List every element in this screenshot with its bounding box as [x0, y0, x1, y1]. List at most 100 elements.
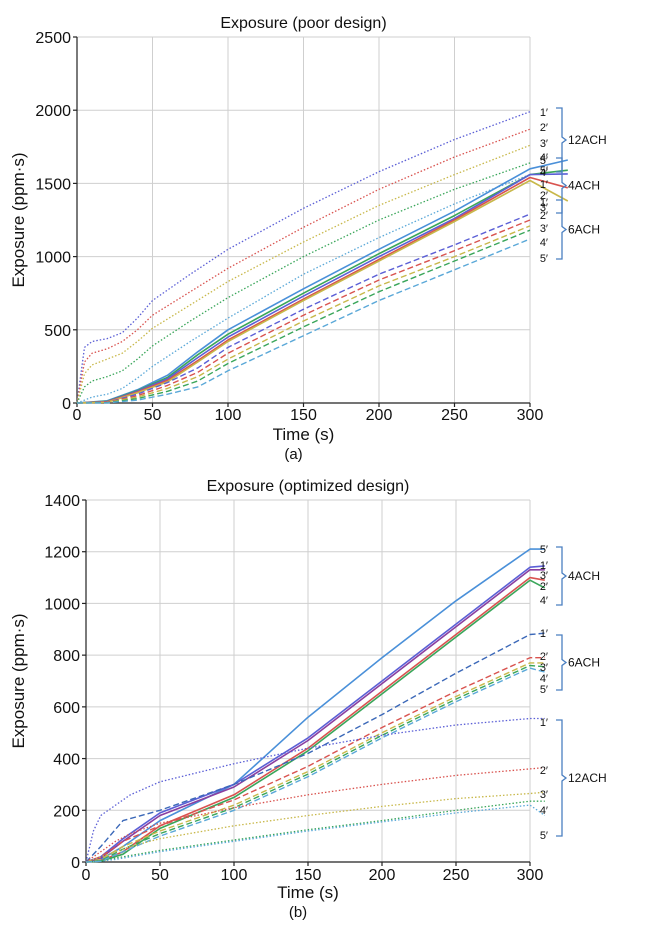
series-end-label: 5′: [540, 155, 548, 167]
series-end-label: 1′: [540, 197, 548, 209]
y-tick-label: 800: [53, 648, 80, 665]
series-line: [76, 179, 569, 404]
group-brace: [556, 199, 568, 260]
series-lines: [85, 548, 546, 863]
series-end-label: 3′: [540, 223, 548, 235]
x-axis-label: Time (s): [273, 425, 335, 444]
series-end-label: 2′: [540, 765, 548, 777]
series-end-label: 5′: [540, 830, 548, 842]
series-end-label: 1′: [540, 560, 548, 572]
group-brace: [556, 634, 568, 691]
y-axis-label: Exposure (ppm·s): [9, 613, 28, 748]
grid: [85, 499, 531, 863]
chart-panel-a: 0 50 100 150 200 250 300 0 500 1000 1500 2000 2500 Ex…: [9, 15, 607, 463]
group-braces: 12ACH 4ACH 6ACH: [556, 107, 607, 260]
series-lines: [76, 111, 569, 404]
series-end-label: 4′: [540, 595, 548, 607]
series-line: [76, 162, 531, 404]
series-line: [76, 229, 531, 404]
group-label: 6ACH: [568, 223, 600, 237]
series-end-label: 2′: [540, 210, 548, 222]
series-end-label: 5′: [540, 253, 548, 265]
series-line: [85, 662, 545, 863]
series-line: [76, 213, 531, 404]
series-end-label: 2′: [540, 581, 548, 593]
x-tick-label: 200: [366, 407, 393, 424]
x-tick-label: 100: [215, 407, 242, 424]
x-tick-label: 150: [295, 867, 322, 884]
y-tick-label: 0: [62, 396, 71, 413]
x-tick-label: 100: [221, 867, 248, 884]
series-line: [85, 576, 545, 863]
y-tick-label: 1500: [35, 176, 71, 193]
x-tick-label: 300: [517, 867, 544, 884]
series-end-label: 3′: [540, 138, 548, 150]
series-line: [85, 791, 545, 863]
series-line: [76, 144, 531, 404]
group-label: 12ACH: [568, 771, 607, 785]
series-line: [76, 173, 531, 404]
x-tick-label: 150: [290, 407, 317, 424]
panel-label: (a): [284, 446, 302, 463]
series-end-label: 5′: [540, 684, 548, 696]
x-tick-label: 50: [151, 867, 169, 884]
x-tick-label: 0: [73, 407, 82, 424]
series-line: [85, 568, 545, 863]
series-end-label: 3′: [540, 570, 548, 582]
y-tick-label: 0: [71, 855, 80, 872]
y-tick-label: 600: [53, 700, 80, 717]
series-line: [76, 238, 531, 404]
chart-title: Exposure (poor design): [220, 15, 386, 32]
x-axis-label: Time (s): [277, 883, 339, 902]
series-line: [76, 111, 531, 404]
panel-label: (b): [289, 904, 307, 921]
x-tick-label: 250: [443, 867, 470, 884]
series-end-label: 2′: [540, 190, 548, 202]
group-brace: [556, 719, 568, 837]
series-end-label: 1′: [540, 628, 548, 640]
series-end-label: 4′: [540, 167, 548, 179]
group-label: 12ACH: [568, 133, 607, 147]
series-line: [85, 565, 545, 863]
x-tick-label: 0: [82, 867, 91, 884]
x-tick-label: 50: [144, 407, 162, 424]
series-line: [76, 159, 568, 404]
chart-title: Exposure (optimized design): [207, 478, 410, 495]
y-tick-label: 1200: [44, 545, 80, 562]
series-end-label: 3′: [540, 662, 548, 674]
series-line: [85, 632, 545, 863]
series-end-label: 4′: [540, 237, 548, 249]
series-end-label: 1′: [540, 107, 548, 119]
series-end-label: 1′: [540, 717, 548, 729]
y-tick-label: 2500: [35, 30, 71, 47]
series-end-label: 4′: [540, 673, 548, 685]
series-end-label: 3′: [540, 789, 548, 801]
series-line: [85, 804, 546, 863]
y-tick-label: 2000: [35, 103, 71, 120]
group-braces: 4ACH 6ACH 12ACH: [556, 546, 607, 837]
series-line: [85, 657, 545, 863]
series-end-label: 1′: [540, 179, 548, 191]
group-label: 4ACH: [568, 179, 600, 193]
series-line: [76, 219, 531, 404]
y-axis-label: Exposure (ppm·s): [9, 152, 28, 287]
grid: [76, 36, 531, 404]
x-tick-label: 200: [369, 867, 396, 884]
series-end-labels: 5′1′3′2′4′1′2′3′4′5′1′2′3′4′5′: [540, 544, 548, 842]
y-tick-label: 1400: [44, 493, 80, 510]
series-line: [85, 667, 545, 863]
series-end-label: 5′: [540, 165, 548, 177]
series-line: [76, 225, 531, 404]
chart-panel-b: 0 50 100 150 200 250 300 0 200 400 600 800 1000 1200 1…: [9, 478, 607, 921]
group-brace: [556, 546, 568, 606]
x-tick-label: 300: [517, 407, 544, 424]
y-tick-label: 200: [53, 803, 80, 820]
series-line: [85, 664, 545, 863]
y-tick-label: 1000: [35, 250, 71, 267]
series-end-label: 4′: [540, 152, 548, 164]
series-line: [85, 800, 545, 863]
y-tick-label: 500: [44, 323, 71, 340]
series-line: [85, 579, 546, 863]
y-tick-label: 400: [53, 752, 80, 769]
